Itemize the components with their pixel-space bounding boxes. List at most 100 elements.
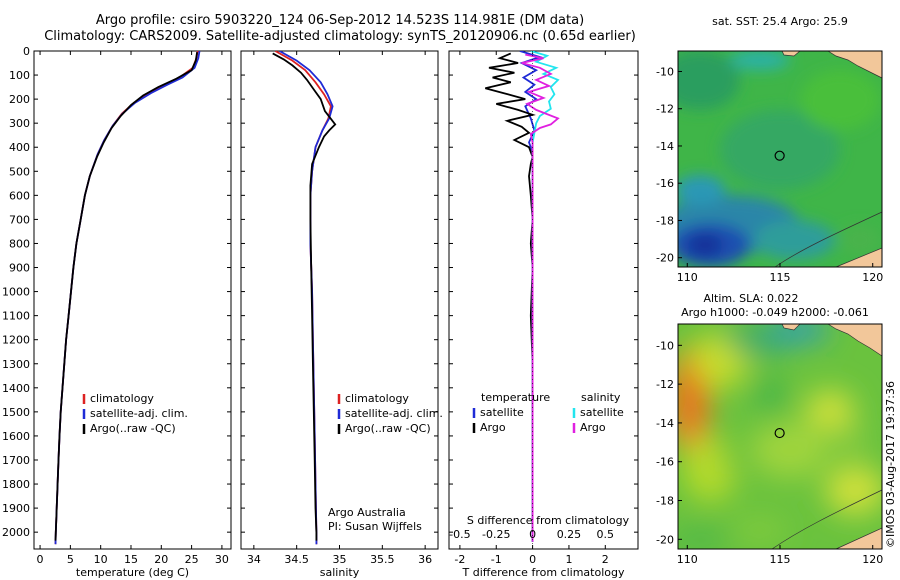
difference-profile-xtick-label: 2 (602, 553, 609, 566)
sla-coastline (771, 323, 883, 550)
temperature-profile-ytick-label: 400 (9, 141, 30, 154)
difference-salinity-tick-label: 0.5 (597, 528, 615, 541)
temperature-profile-xtick-label: 10 (94, 553, 108, 566)
salinity-annotation-line: Argo Australia (328, 506, 406, 519)
temperature-profile-ytick-label: 1700 (2, 454, 30, 467)
sst-coastline (774, 50, 883, 268)
sla-map-ticks: 110 115 120 -10 -12 -14 -16 -18 -20 (656, 339, 883, 566)
sst-map-ytick-label: -16 (656, 177, 674, 190)
temperature-profile-ytick-label: 100 (9, 69, 30, 82)
sla-map-ytick-label: -14 (656, 417, 674, 430)
sst-map-ytick-label: -18 (656, 214, 674, 227)
salinity-profile-xtick-label: 35 (333, 553, 347, 566)
salinity-profile-panel: 34 34.5 35 35.5 36 salinity climatology satelli… (240, 50, 443, 579)
temperature-profile-xtick-label: 25 (185, 553, 199, 566)
sst-map-xtick-label: 120 (862, 271, 883, 284)
temperature-profile-xtick-label: 15 (124, 553, 138, 566)
temperature-profile-series-group (54, 51, 201, 545)
sla-map-title-line-2: Argo h1000: -0.049 h2000: -0.061 (681, 306, 869, 319)
difference-salinity-tick-label: -0.25 (482, 528, 510, 541)
temperature-profile-ytick-label: 1300 (2, 358, 30, 371)
temperature-profile-xtick-label: 5 (67, 553, 74, 566)
temperature-profile-ytick-label: 2000 (2, 526, 30, 539)
sst-argo-location-marker (774, 150, 785, 161)
sla-map-xtick-label: 115 (770, 553, 791, 566)
salinity-profile-xlabel: salinity (320, 566, 360, 579)
difference-profile-xtick-label: -1 (491, 553, 502, 566)
temperature-profile-series-argo-raw-qc- (54, 52, 198, 541)
temperature-profile-frame (33, 50, 232, 550)
temperature-profile-ytick-label: 300 (9, 117, 30, 130)
difference-legend-temperature-title: temperature (481, 391, 550, 404)
salinity-profile-xtick-label: 34.5 (284, 553, 309, 566)
salinity-profile-frame (240, 50, 439, 550)
salinity-profile-series-argo-raw-qc- (272, 52, 337, 541)
sla-map-ytick-label: -16 (656, 456, 674, 469)
sla-map-image (678, 324, 882, 549)
temperature-profile-xtick-label: 20 (154, 553, 168, 566)
salinity-annotation-line: PI: Susan Wijffels (328, 520, 422, 533)
difference-legend-salinity-title: salinity (581, 391, 621, 404)
temperature-legend-label: climatology (90, 392, 154, 405)
sla-map-ytick-label: -18 (656, 495, 674, 508)
sla-argo-location-marker (774, 427, 785, 439)
difference-temperature-legend-label: satellite (480, 406, 524, 419)
difference-profile-xtick-label: 0 (529, 553, 536, 566)
sla-map-ytick-label: -20 (656, 533, 674, 546)
difference-temperature-legend-label: Argo (480, 421, 506, 434)
salinity-legend-label: satellite-adj. clim. (345, 407, 443, 420)
sst-map-ytick-label: -14 (656, 140, 674, 153)
footer-timestamp: ©IMOS 03-Aug-2017 19:37:36 (884, 381, 897, 548)
salinity-legend-label: climatology (345, 392, 409, 405)
temperature-profile-ytick-label: 900 (9, 262, 30, 275)
temperature-profile-ytick-label: 1000 (2, 286, 30, 299)
sla-map-ytick-label: -10 (656, 339, 674, 352)
salinity-legend-label: Argo(..raw -QC) (345, 422, 431, 435)
difference-salinity-tick-label: 0.25 (557, 528, 582, 541)
difference-profile-xtick-label: 1 (565, 553, 572, 566)
sst-map-xtick-label: 110 (677, 271, 698, 284)
difference-salinity-tick-label: -0.5 (449, 528, 470, 541)
sst-map-title: sat. SST: 25.4 Argo: 25.9 (712, 15, 848, 28)
temperature-profile-ytick-label: 200 (9, 93, 30, 106)
difference-top-xlabel: S difference from climatology (467, 514, 630, 527)
sst-map-xtick-label: 115 (770, 271, 791, 284)
temperature-profile-panel: 0 5 10 15 20 25 300100200300400500600700800900… (2, 45, 232, 579)
sla-map-xtick-label: 120 (862, 553, 883, 566)
temperature-profile-ytick-label: 800 (9, 237, 30, 250)
figure-title-line-2: Climatology: CARS2009. Satellite-adjuste… (44, 29, 636, 44)
difference-profile-frame (448, 50, 639, 550)
temperature-profile-ytick-label: 1800 (2, 478, 30, 491)
difference-profile-xtick-label: -2 (454, 553, 465, 566)
temperature-profile-xtick-label: 30 (215, 553, 229, 566)
temperature-profile-ytick-label: 1500 (2, 406, 30, 419)
temperature-legend-label: Argo(..raw -QC) (90, 422, 176, 435)
temperature-profile-ytick-label: 600 (9, 189, 30, 202)
temperature-profile-ytick-label: 1100 (2, 310, 30, 323)
temperature-profile-ytick-label: 1600 (2, 430, 30, 443)
temperature-profile-ytick-label: 1900 (2, 502, 30, 515)
temperature-profile-ytick-label: 500 (9, 165, 30, 178)
sla-map-title-line-1: Altim. SLA: 0.022 (703, 292, 798, 305)
sst-map-ticks: 110 115 120 -10 -12 -14 -16 -18 -20 (656, 65, 883, 284)
sst-map-image (678, 51, 882, 267)
sla-map-panel: Altim. SLA: 0.022 Argo h1000: -0.049 h20… (656, 292, 883, 566)
temperature-profile-ytick-label: 0 (23, 45, 30, 58)
temperature-profile-xlabel: temperature (deg C) (76, 566, 189, 579)
temperature-profile-xtick-label: 0 (37, 553, 44, 566)
sst-map-ytick-label: -20 (656, 252, 674, 265)
sst-map-ytick-label: -12 (656, 103, 674, 116)
difference-salinity-legend-label: satellite (580, 406, 624, 419)
difference-salinity-tick-label: 0 (529, 528, 536, 541)
temperature-profile-ytick-label: 1400 (2, 382, 30, 395)
difference-salinity-legend-label: Argo (580, 421, 606, 434)
salinity-profile-series-group (272, 51, 337, 545)
difference-profile-panel: -2 -1 0 1 2T difference from climatology -0.5… (448, 50, 639, 579)
sla-map-xtick-label: 110 (677, 553, 698, 566)
salinity-profile-xtick-label: 36 (418, 553, 432, 566)
temperature-profile-ytick-label: 700 (9, 213, 30, 226)
sst-map-ytick-label: -10 (656, 65, 674, 78)
salinity-profile-xtick-label: 34 (247, 553, 261, 566)
temperature-profile-ytick-label: 1200 (2, 334, 30, 347)
